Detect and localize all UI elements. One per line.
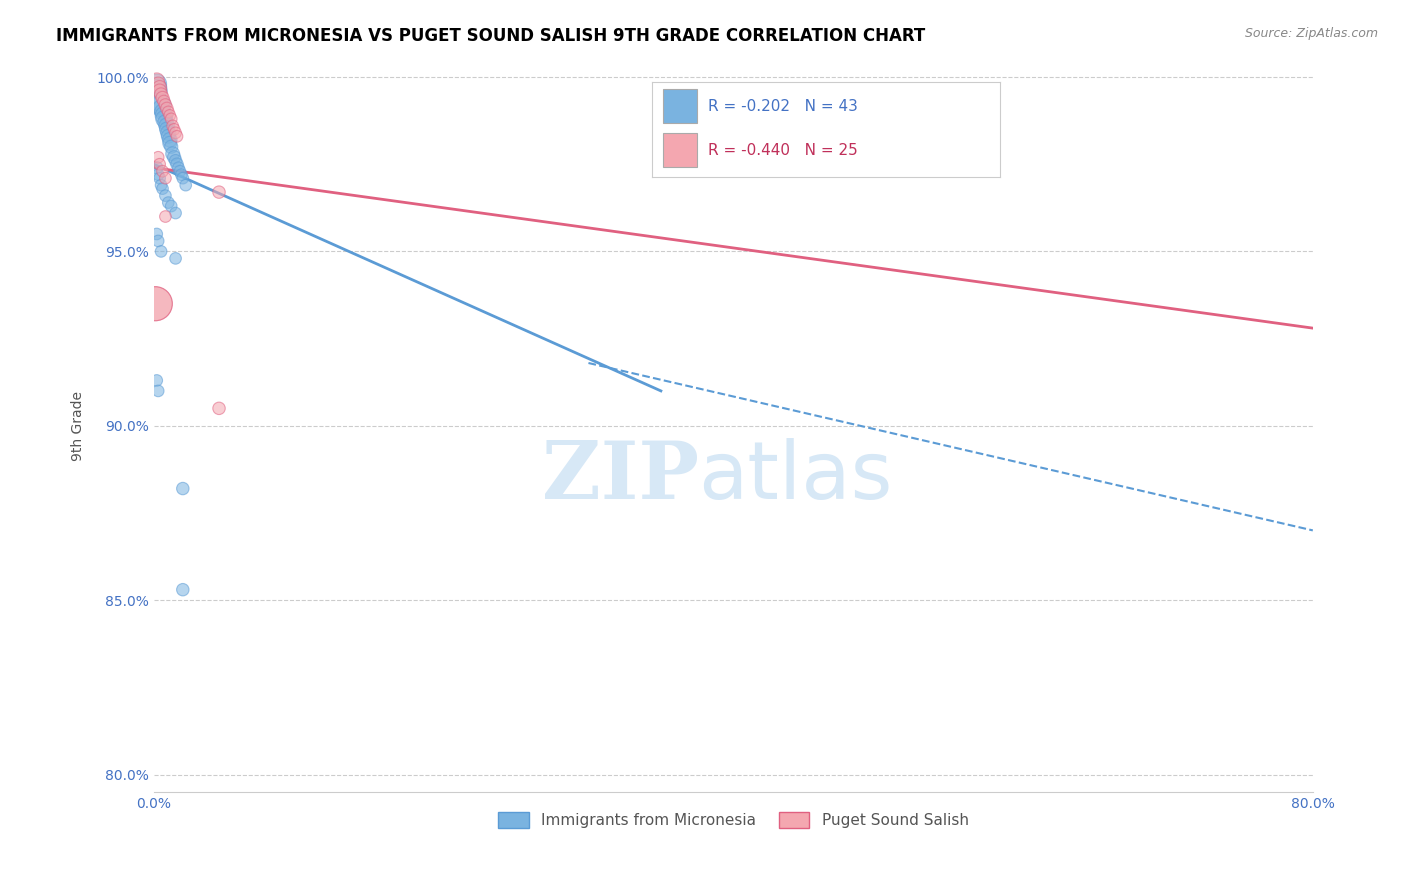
Point [163, 122, 186, 136]
Point [149, 171, 172, 186]
Legend: Immigrants from Micronesia, Puget Sound Salish: Immigrants from Micronesia, Puget Sound … [491, 805, 976, 836]
Point [145, 374, 167, 388]
Point [165, 126, 187, 140]
Point [165, 153, 187, 168]
Point [148, 80, 170, 95]
Point [148, 234, 170, 248]
Point [208, 401, 231, 416]
Point [150, 87, 173, 102]
Point [150, 178, 173, 193]
Point [148, 150, 170, 164]
Text: Source: ZipAtlas.com: Source: ZipAtlas.com [1244, 27, 1378, 40]
Point [159, 108, 181, 122]
Point [172, 582, 194, 597]
Point [155, 115, 177, 129]
Point [153, 112, 176, 126]
Point [156, 119, 179, 133]
Point [160, 140, 183, 154]
Point [172, 482, 194, 496]
Point [143, 296, 166, 310]
Text: IMMIGRANTS FROM MICRONESIA VS PUGET SOUND SALISH 9TH GRADE CORRELATION CHART: IMMIGRANTS FROM MICRONESIA VS PUGET SOUN… [56, 27, 925, 45]
Point [150, 102, 173, 116]
Point [160, 112, 183, 126]
Point [152, 91, 174, 105]
Point [160, 199, 183, 213]
Point [145, 77, 167, 91]
Point [155, 188, 177, 202]
Point [152, 164, 174, 178]
Point [174, 178, 197, 193]
Point [166, 157, 188, 171]
Text: ZIP: ZIP [541, 438, 699, 516]
Point [153, 108, 176, 122]
Point [152, 104, 174, 119]
Point [157, 126, 180, 140]
Point [150, 98, 173, 112]
Point [155, 98, 177, 112]
Point [145, 227, 167, 241]
Point [148, 168, 170, 182]
Text: atlas: atlas [699, 438, 893, 516]
Point [149, 157, 172, 171]
Point [170, 168, 193, 182]
Point [148, 77, 170, 91]
Point [157, 195, 180, 210]
Point [153, 95, 176, 109]
Point [165, 206, 187, 220]
Point [145, 161, 167, 175]
Point [149, 84, 172, 98]
Point [162, 119, 184, 133]
Point [150, 244, 173, 259]
Point [169, 164, 191, 178]
Point [152, 181, 174, 195]
Point [166, 129, 188, 144]
Point [159, 136, 181, 151]
Point [172, 171, 194, 186]
Point [162, 146, 184, 161]
Point [149, 80, 172, 95]
Point [157, 129, 180, 144]
Point [143, 296, 166, 310]
Point [208, 185, 231, 199]
Point [156, 102, 179, 116]
Point [159, 133, 181, 147]
Point [156, 122, 179, 136]
Point [155, 171, 177, 186]
Point [157, 104, 180, 119]
Y-axis label: 9th Grade: 9th Grade [72, 391, 86, 461]
Point [149, 84, 172, 98]
Point [145, 73, 167, 87]
Point [165, 252, 187, 266]
Point [148, 384, 170, 398]
Point [167, 161, 190, 175]
Point [163, 150, 186, 164]
Point [148, 95, 170, 109]
Point [155, 210, 177, 224]
